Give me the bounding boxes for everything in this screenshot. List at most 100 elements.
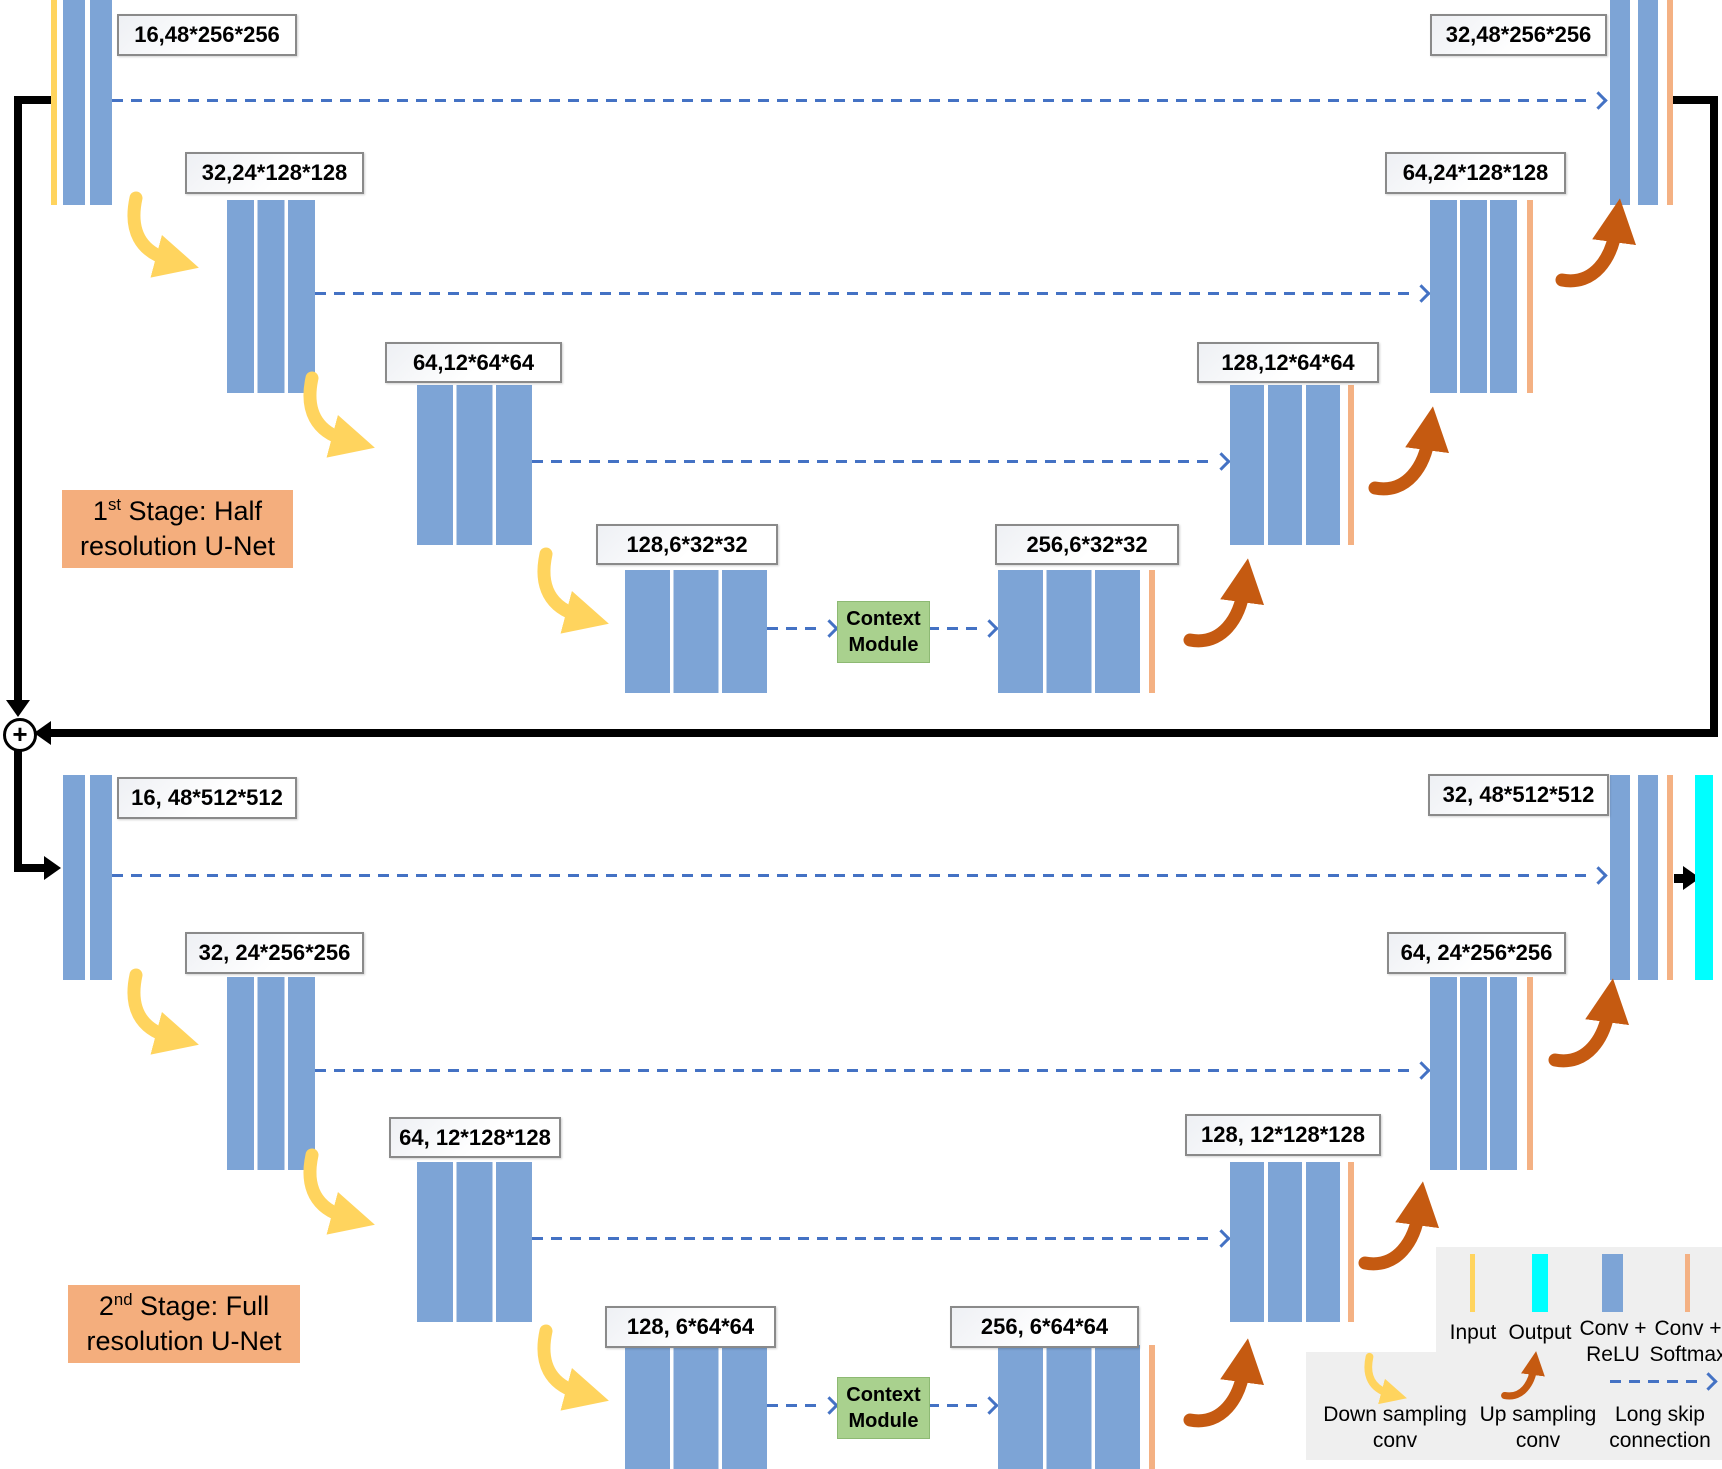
stage2-title-num: 2 (98, 1290, 114, 1321)
legend-up-sampling-label: Up sampling conv (1479, 1403, 1597, 1453)
output-arrow-shaft (1674, 874, 1686, 883)
up-sampling-arrow-icon (1183, 558, 1265, 648)
legend-conv-relu-swatch (1602, 1254, 1623, 1312)
skip-connection-s2-level0 (112, 874, 1592, 877)
input-bar (51, 0, 57, 205)
sum-to-stage2-horizontal (14, 864, 46, 872)
tensor-label: 64, 24*256*256 (1387, 932, 1566, 974)
legend-output-swatch (1532, 1254, 1548, 1312)
tensor-label: 128, 6*64*64 (605, 1306, 776, 1348)
tensor-label: 16,48*256*256 (117, 14, 297, 56)
legend-panel-top (1436, 1247, 1722, 1352)
residual-line-top-right (1673, 96, 1718, 104)
legend-conv-relu-label: Conv + ReLU (1579, 1317, 1647, 1367)
legend-down-sampling-arrow-icon (1364, 1352, 1407, 1405)
s2-enc2-conv-block (417, 1162, 532, 1322)
skip-connection-s1-level1 (315, 292, 1415, 295)
legend-input-swatch (1470, 1254, 1475, 1312)
tensor-label: 256, 6*64*64 (950, 1306, 1139, 1348)
s2-dec2-softmax-bar (1348, 1162, 1354, 1322)
up-sampling-arrow-icon (1358, 1181, 1440, 1271)
down-sampling-arrow-icon (537, 1324, 609, 1411)
tensor-label: 256,6*32*32 (995, 524, 1179, 565)
tensor-label: 64, 12*128*128 (389, 1117, 561, 1158)
context-module-s2: Context Module (837, 1377, 930, 1439)
s2-enc1-conv-block (227, 977, 315, 1170)
legend-up-sampling-arrow-icon (1501, 1351, 1545, 1400)
s1-dec2-softmax-bar (1348, 385, 1354, 545)
down-sampling-arrow-icon (127, 968, 199, 1055)
skip-connection-s2-from-context (928, 1404, 983, 1407)
up-sampling-arrow-icon (1368, 406, 1450, 496)
s1-enc1-conv-block (227, 200, 315, 393)
skip-connection-s1-level0 (112, 99, 1592, 102)
s1-dec0-conv-block (1610, 0, 1658, 205)
tensor-label: 64,24*128*128 (1385, 152, 1566, 194)
tensor-label: 128,6*32*32 (596, 524, 778, 565)
residual-line-bottom-horizontal (48, 729, 1714, 737)
s1-dec2-conv-block (1230, 385, 1340, 545)
stage2-title-rest: Stage: Full resolution U-Net (86, 1290, 282, 1356)
s1-dec1-conv-block (1430, 200, 1517, 393)
tensor-label: 32,24*128*128 (185, 152, 364, 194)
s1-bottleneck-softmax-bar (1149, 570, 1155, 693)
legend-conv-softmax-swatch (1685, 1254, 1690, 1312)
s2-dec1-conv-block (1430, 977, 1517, 1170)
up-sampling-arrow-icon (1183, 1338, 1265, 1428)
up-sampling-arrow-icon (1548, 978, 1630, 1068)
tensor-label: 64,12*64*64 (385, 342, 562, 383)
stage2-title-sup: nd (113, 1289, 133, 1309)
tensor-label: 32, 24*256*256 (185, 932, 364, 974)
stage1-title: 1st Stage: Half resolution U-Net (62, 490, 293, 568)
stage2-title: 2nd Stage: Full resolution U-Net (68, 1285, 300, 1363)
s1-dec1-softmax-bar (1527, 200, 1533, 393)
stage1-title-num: 1 (92, 495, 108, 526)
up-sampling-arrow-icon (1555, 198, 1637, 288)
context-module-s1: Context Module (837, 601, 930, 663)
tensor-label: 32, 48*512*512 (1428, 774, 1609, 816)
s2-dec0-softmax-bar (1667, 775, 1673, 980)
legend-long-skip-label: Long skip connection (1609, 1403, 1711, 1453)
tensor-label: 128, 12*128*128 (1185, 1114, 1381, 1156)
s1-dec0-softmax-bar (1667, 0, 1673, 205)
skip-connection-s2-level2 (532, 1237, 1215, 1240)
down-sampling-arrow-icon (303, 371, 375, 458)
residual-line-right-vertical (1710, 96, 1718, 737)
residual-line-top-left (14, 96, 54, 104)
stage2-input-arrowhead-icon (44, 856, 61, 880)
skip-connection-s1-from-context (928, 627, 983, 630)
down-sampling-arrow-icon (127, 191, 199, 278)
legend-conv-softmax-label: Conv + Softmax (1649, 1317, 1722, 1367)
down-sampling-arrow-icon (537, 547, 609, 634)
legend-long-skip-line (1610, 1380, 1702, 1383)
s2-bottleneck-softmax-bar (1149, 1345, 1155, 1469)
s2-dec0-conv-block (1610, 775, 1658, 980)
s2-enc0-conv-block (63, 775, 112, 980)
skip-connection-s2-to-context (767, 1404, 823, 1407)
legend-panel-bottom (1306, 1352, 1722, 1460)
s2-bottleneck-out-conv-block (998, 1345, 1140, 1469)
legend-down-sampling-label: Down sampling conv (1323, 1403, 1467, 1453)
s1-bottleneck-in-conv-block (625, 570, 767, 693)
s2-bottleneck-in-conv-block (625, 1345, 767, 1469)
tensor-label: 32,48*256*256 (1430, 14, 1607, 56)
tensor-label: 16, 48*512*512 (117, 777, 297, 819)
residual-arrowhead-down-icon (6, 700, 30, 717)
down-sampling-arrow-icon (303, 1148, 375, 1235)
skip-connection-s2-level1 (315, 1069, 1415, 1072)
sum-junction: + (3, 718, 37, 752)
tensor-label: 128,12*64*64 (1197, 342, 1379, 383)
s2-dec2-conv-block (1230, 1162, 1340, 1322)
skip-connection-s1-level2 (532, 460, 1215, 463)
s1-enc2-conv-block (417, 385, 532, 545)
residual-arrowhead-left-icon (34, 721, 51, 745)
legend-output-label: Output (1508, 1321, 1572, 1344)
s1-enc0-conv-block (63, 0, 112, 205)
s2-dec1-softmax-bar (1527, 977, 1533, 1170)
residual-line-left-vertical (14, 96, 22, 702)
stage1-title-sup: st (107, 494, 121, 514)
stage1-title-rest: Stage: Half resolution U-Net (79, 495, 276, 561)
s1-bottleneck-out-conv-block (998, 570, 1140, 693)
output-bar (1695, 775, 1713, 980)
